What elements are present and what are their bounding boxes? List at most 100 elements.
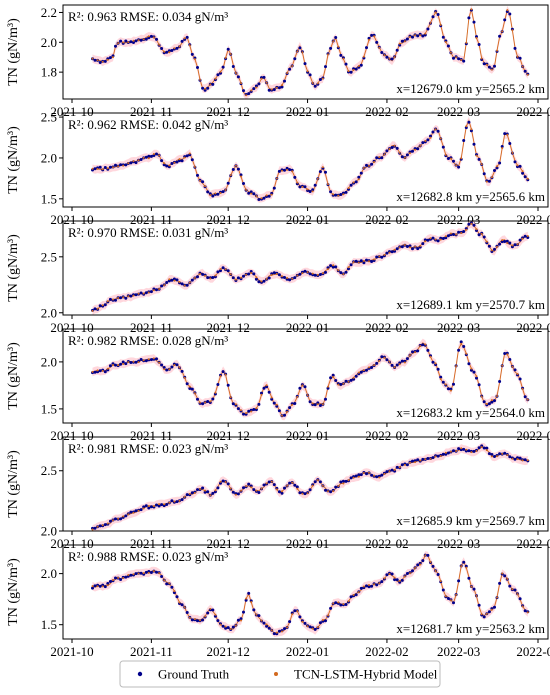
model-point bbox=[516, 458, 519, 461]
model-point bbox=[398, 246, 401, 249]
ground-truth-point bbox=[267, 194, 271, 198]
ground-truth-point bbox=[108, 364, 112, 368]
ground-truth-point bbox=[367, 585, 371, 589]
model-point bbox=[414, 351, 417, 354]
ground-truth-point bbox=[503, 451, 507, 455]
model-point bbox=[490, 68, 493, 71]
model-point bbox=[311, 484, 314, 487]
model-point bbox=[152, 36, 155, 39]
model-point bbox=[383, 54, 386, 57]
ground-truth-point bbox=[190, 387, 194, 391]
ground-truth-point bbox=[485, 446, 489, 450]
ground-truth-point bbox=[277, 490, 281, 494]
ground-truth-point bbox=[293, 175, 297, 179]
ground-truth-point bbox=[247, 591, 251, 595]
model-point bbox=[521, 387, 524, 390]
ground-truth-point bbox=[206, 86, 210, 90]
ground-truth-point bbox=[477, 43, 481, 46]
ground-truth-point bbox=[365, 584, 368, 588]
ground-truth-point bbox=[283, 413, 286, 417]
ground-truth-point bbox=[446, 387, 450, 391]
model-point bbox=[224, 268, 227, 271]
y-tick-label: 1.5 bbox=[41, 401, 57, 416]
ground-truth-point bbox=[288, 67, 292, 71]
model-point bbox=[306, 394, 309, 397]
model-point bbox=[168, 51, 171, 54]
model-point bbox=[424, 140, 427, 142]
model-point bbox=[127, 361, 130, 364]
ground-truth-point bbox=[398, 43, 402, 47]
model-point bbox=[142, 359, 145, 362]
model-point bbox=[229, 53, 232, 55]
model-point bbox=[362, 585, 365, 588]
model-point bbox=[311, 402, 314, 405]
ground-truth-point bbox=[254, 84, 258, 88]
ground-truth-point bbox=[160, 503, 164, 507]
model-point bbox=[132, 160, 135, 163]
ground-truth-point bbox=[452, 233, 455, 236]
model-point bbox=[265, 81, 268, 84]
model-point bbox=[117, 517, 120, 520]
ground-truth-point bbox=[221, 190, 225, 194]
ground-truth-point bbox=[354, 180, 358, 184]
ground-truth-point bbox=[421, 559, 425, 563]
ground-truth-point bbox=[318, 480, 322, 484]
model-point bbox=[496, 455, 498, 458]
model-point bbox=[373, 474, 376, 477]
ground-truth-point bbox=[201, 618, 205, 622]
model-point bbox=[240, 175, 242, 178]
model-point bbox=[183, 495, 186, 498]
model-point bbox=[117, 576, 120, 579]
model-point bbox=[219, 623, 222, 626]
model-point bbox=[281, 490, 283, 493]
location-label: x=12679.0 km y=2565.2 km bbox=[396, 81, 545, 96]
model-point bbox=[321, 619, 324, 621]
model-point bbox=[122, 515, 125, 518]
model-point bbox=[209, 400, 212, 403]
model-point bbox=[214, 613, 217, 616]
ground-truth-point bbox=[390, 468, 394, 472]
model-point bbox=[403, 156, 406, 159]
ground-truth-point bbox=[201, 402, 205, 406]
ground-truth-point bbox=[252, 408, 256, 411]
model-point bbox=[526, 177, 529, 180]
model-point bbox=[383, 153, 386, 156]
ground-truth-point bbox=[236, 618, 240, 622]
ground-truth-point bbox=[98, 304, 102, 308]
model-point bbox=[388, 148, 391, 150]
ground-truth-point bbox=[206, 190, 210, 194]
model-point bbox=[265, 482, 268, 485]
model-point bbox=[434, 128, 437, 131]
ground-truth-point bbox=[308, 625, 312, 629]
ground-truth-point bbox=[231, 402, 235, 406]
ground-truth-point bbox=[206, 276, 210, 280]
ground-truth-point bbox=[436, 13, 440, 16]
ground-truth-point bbox=[144, 291, 148, 295]
model-point bbox=[352, 376, 355, 379]
model-point bbox=[147, 35, 150, 38]
ground-truth-point bbox=[206, 400, 210, 403]
model-point bbox=[132, 511, 135, 514]
ground-truth-point bbox=[239, 617, 243, 621]
ground-truth-point bbox=[357, 473, 361, 477]
ground-truth-point bbox=[318, 78, 322, 81]
model-point bbox=[168, 278, 171, 281]
ground-truth-point bbox=[344, 379, 348, 383]
model-point bbox=[357, 371, 360, 374]
model-point bbox=[188, 492, 191, 495]
ground-truth-point bbox=[446, 44, 450, 48]
ground-truth-point bbox=[226, 383, 230, 387]
ground-truth-point bbox=[359, 171, 363, 175]
model-point bbox=[414, 148, 417, 151]
ground-truth-point bbox=[339, 480, 343, 484]
ground-truth-point bbox=[339, 382, 343, 386]
model-point bbox=[214, 77, 217, 80]
y-tick-label: 1.5 bbox=[41, 617, 57, 632]
x-tick-label: 2022-01 bbox=[286, 536, 329, 551]
ground-truth-point bbox=[98, 584, 102, 588]
model-point bbox=[342, 603, 345, 606]
ground-truth-point bbox=[265, 624, 269, 628]
metrics-label: R²: 0.963 RMSE: 0.034 gN/m³ bbox=[68, 9, 228, 24]
ground-truth-point bbox=[482, 446, 486, 450]
model-point bbox=[112, 364, 114, 366]
